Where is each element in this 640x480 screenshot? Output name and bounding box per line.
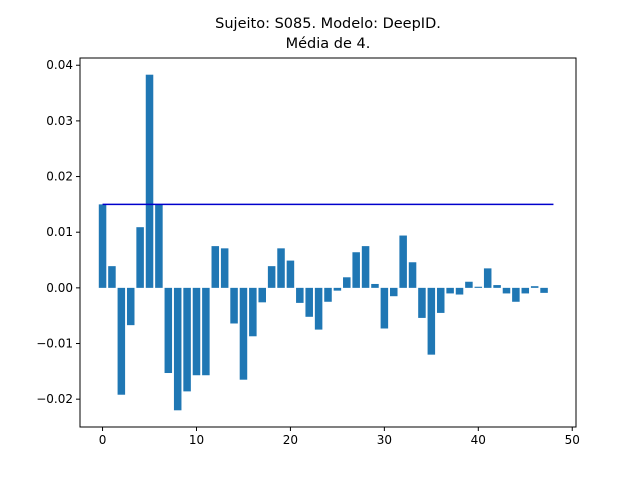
bar: [173, 287, 182, 411]
bar: [361, 246, 370, 288]
bar: [399, 235, 407, 288]
bar: [220, 248, 229, 288]
y-tick-label: 0.04: [46, 58, 73, 72]
bar: [239, 287, 248, 380]
bar: [371, 283, 379, 288]
bar: [455, 287, 464, 295]
bar: [446, 287, 454, 294]
y-tick-label: −0.02: [36, 392, 73, 406]
bar: [126, 287, 135, 326]
bar: [183, 287, 191, 392]
bar: [427, 287, 436, 355]
y-tick-label: 0.02: [46, 170, 73, 184]
bar: [390, 287, 398, 297]
x-tick-label: 10: [189, 433, 204, 447]
bar: [249, 287, 257, 337]
bar: [380, 287, 389, 329]
bar: [408, 262, 417, 288]
bar: [512, 287, 520, 302]
bar: [314, 287, 323, 330]
bar: [493, 285, 501, 288]
bar: [145, 74, 154, 288]
x-tick-label: 50: [565, 433, 580, 447]
bar: [192, 287, 201, 376]
bar: [436, 287, 445, 313]
bar: [98, 204, 107, 288]
x-axis-ticks: 0 10 20 30 40 50: [99, 427, 580, 447]
bar: [465, 281, 473, 288]
bar: [296, 287, 304, 303]
x-tick-label: 40: [471, 433, 486, 447]
x-tick-label: 20: [283, 433, 298, 447]
bar: [117, 287, 126, 395]
bar: [267, 266, 276, 288]
bar: [483, 268, 492, 288]
bar: [352, 252, 360, 288]
bar: [108, 266, 116, 288]
x-tick-label: 0: [99, 433, 107, 447]
bar: [258, 287, 266, 303]
bar: [230, 287, 238, 324]
y-tick-label: 0.01: [46, 225, 73, 239]
bar: [305, 287, 313, 317]
bar: [164, 287, 173, 374]
bar: [521, 287, 530, 294]
bar: [474, 286, 483, 288]
bar: [502, 287, 511, 294]
bar: [202, 287, 210, 376]
bar-series: [98, 74, 548, 411]
x-tick-label: 30: [377, 433, 392, 447]
bar: [277, 248, 285, 288]
bar: [286, 260, 295, 288]
chart-title-line2: Média de 4.: [286, 36, 371, 52]
y-tick-label: 0.00: [46, 281, 73, 295]
y-tick-label: 0.03: [46, 114, 73, 128]
bar: [540, 287, 548, 293]
bar: [418, 287, 426, 318]
bar: [136, 227, 144, 288]
chart-title-line1: Sujeito: S085. Modelo: DeepID.: [215, 16, 441, 32]
bar: [324, 287, 332, 302]
bar: [155, 204, 163, 288]
y-axis-ticks: −0.02 −0.01 0.00 0.01 0.02 0.03 0.04: [36, 58, 80, 406]
bar: [343, 277, 351, 288]
bar: [211, 246, 220, 288]
y-tick-label: −0.01: [36, 337, 73, 351]
bar: [333, 287, 342, 291]
bar: [530, 286, 539, 288]
plot-frame: [79, 57, 577, 428]
